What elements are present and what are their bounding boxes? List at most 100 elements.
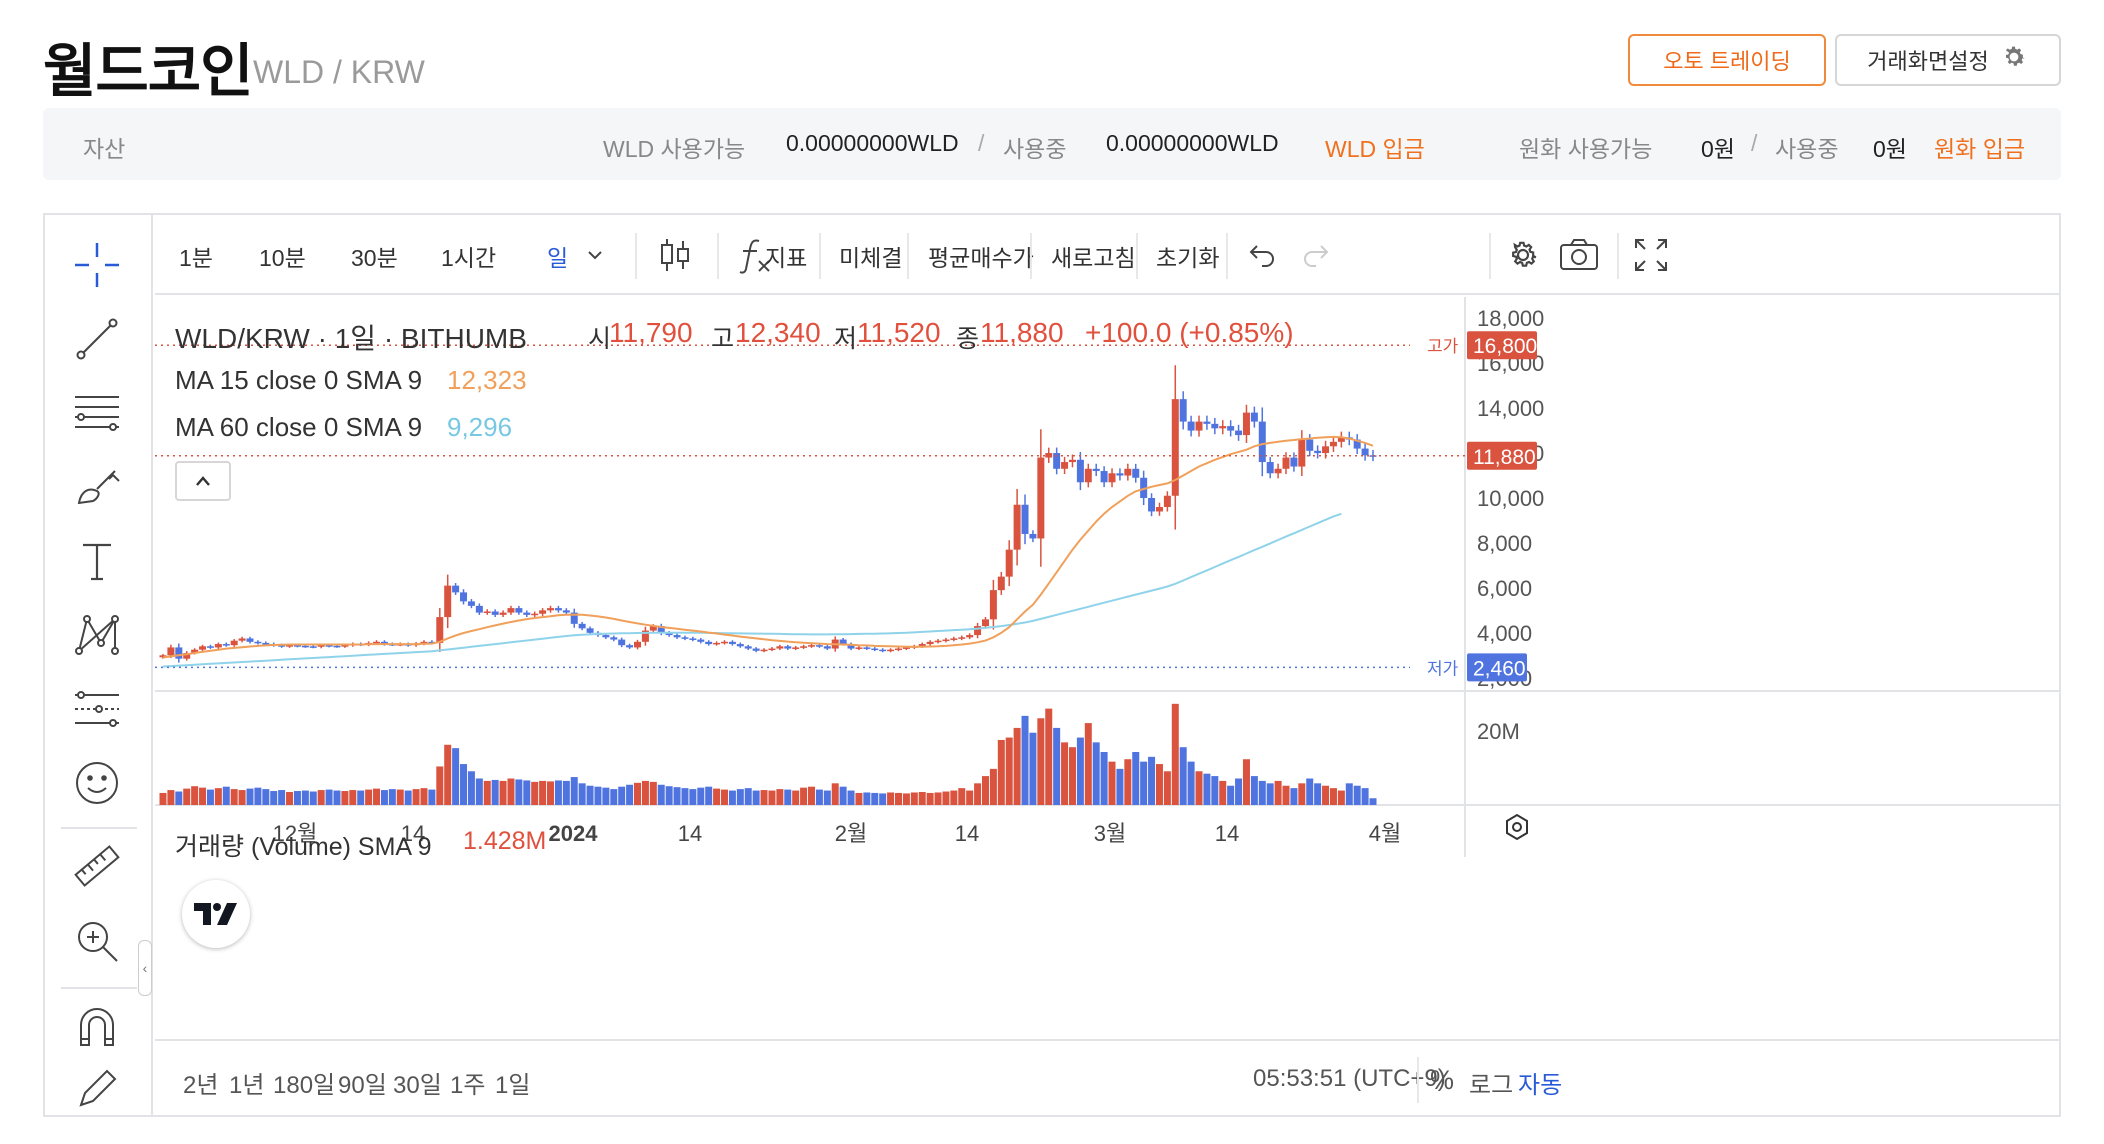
measure-tool[interactable] — [67, 837, 127, 897]
candle-body — [752, 648, 760, 651]
toolbar-collapse-toggle[interactable]: ‹ — [138, 940, 152, 996]
candle-body — [815, 645, 823, 647]
volume-bar — [1045, 708, 1053, 805]
candle-body — [475, 605, 483, 613]
price-chart[interactable]: 18,00016,00014,00012,00010,0008,0006,000… — [155, 297, 2061, 1037]
zoom-in-icon — [78, 922, 118, 962]
screen-settings-button[interactable]: 거래화면설정 — [1835, 34, 2061, 86]
magnet-tool[interactable] — [67, 997, 127, 1057]
legend-collapse-button[interactable] — [175, 461, 231, 501]
volume-bar — [1029, 732, 1037, 805]
candle-body — [175, 647, 183, 659]
volume-bar — [349, 790, 357, 805]
volume-bar — [894, 792, 902, 805]
volume-bar — [1061, 742, 1069, 805]
range-1w[interactable]: 1주 — [450, 1072, 486, 1099]
interval-30m[interactable]: 30분 — [351, 245, 398, 271]
volume-bar — [254, 787, 262, 805]
volume-bar — [966, 790, 974, 805]
volume-bar — [1337, 790, 1345, 805]
chart-area[interactable]: 18,00016,00014,00012,00010,0008,0006,000… — [155, 297, 2061, 1037]
candle-body — [341, 645, 349, 647]
zoom-tool[interactable] — [67, 911, 127, 971]
candle-body — [1116, 473, 1124, 476]
volume-bar — [1314, 783, 1322, 805]
volume-bar — [981, 776, 989, 805]
candle-body — [997, 576, 1005, 591]
candle-body — [578, 623, 586, 629]
crosshair-tool[interactable] — [67, 235, 127, 295]
candle-body — [1274, 468, 1282, 474]
auto-scale-button[interactable]: 자동 — [1518, 1072, 1563, 1099]
range-90d[interactable]: 90일 — [338, 1072, 387, 1099]
range-1y[interactable]: 1년 — [229, 1072, 265, 1099]
redo-button[interactable] — [1291, 229, 1343, 281]
fullscreen-button[interactable] — [1625, 229, 1677, 281]
interval-1h[interactable]: 1시간 — [441, 245, 497, 271]
candle-body — [649, 626, 657, 631]
brush-tool[interactable] — [67, 457, 127, 517]
auto-trading-button[interactable]: 오토 트레이딩 — [1628, 34, 1826, 86]
candle-body — [1124, 468, 1132, 476]
screen-settings-label: 거래화면설정 — [1867, 49, 1989, 74]
candle-body — [483, 611, 491, 613]
chevron-up-icon — [196, 476, 210, 486]
pending-orders-button[interactable]: 미체결 — [839, 245, 903, 271]
chart-type-button[interactable] — [649, 229, 701, 281]
range-30d[interactable]: 30일 — [393, 1072, 442, 1099]
pattern-tool[interactable] — [67, 605, 127, 665]
candle-body — [1108, 473, 1116, 483]
horizontal-lines-icon — [75, 396, 119, 431]
range-2y[interactable]: 2년 — [183, 1072, 219, 1099]
volume-bar — [1242, 759, 1250, 805]
tradingview-logo[interactable] — [182, 880, 250, 948]
refresh-button[interactable]: 새로고침 — [1051, 245, 1136, 271]
interval-10m[interactable]: 10분 — [259, 245, 306, 271]
volume-bar — [1116, 768, 1124, 805]
fib-tool[interactable] — [67, 383, 127, 443]
candle-body — [1306, 439, 1314, 451]
volume-bar — [1163, 771, 1171, 805]
low-price-badge-text: 2,460 — [1473, 657, 1526, 680]
percent-scale-button[interactable]: % — [1430, 1065, 1455, 1095]
avg-price-button[interactable]: 평균매수가 — [928, 245, 1034, 271]
candle-body — [689, 638, 697, 640]
undo-button[interactable] — [1235, 229, 1287, 281]
krw-deposit-link[interactable]: 원화 입금 — [1934, 136, 2026, 162]
text-tool[interactable] — [67, 531, 127, 591]
volume-bar — [483, 780, 491, 805]
screenshot-button[interactable] — [1553, 229, 1605, 281]
volume-bar — [475, 778, 483, 805]
range-1d[interactable]: 1일 — [495, 1072, 531, 1099]
icon-tool[interactable] — [67, 753, 127, 813]
volume-bar — [1076, 737, 1084, 805]
candle-body — [1068, 459, 1076, 463]
wld-deposit-link[interactable]: WLD 입금 — [1325, 136, 1425, 162]
interval-day[interactable]: 일 — [547, 245, 569, 271]
indicator-icon-button[interactable] — [729, 229, 781, 281]
header: 월드코인 WLD / KRW 오토 트레이딩 거래화면설정 — [43, 22, 2061, 105]
candle-body — [1155, 506, 1163, 512]
chart-settings-button[interactable] — [1497, 229, 1549, 281]
forecast-tool[interactable] — [67, 679, 127, 739]
volume-bar — [175, 791, 183, 805]
interval-dropdown[interactable] — [575, 229, 615, 281]
volume-bar — [1037, 718, 1045, 805]
reset-button[interactable]: 초기화 — [1156, 245, 1220, 271]
divider — [1136, 233, 1138, 279]
interval-1m[interactable]: 1분 — [179, 245, 213, 271]
candle-body — [641, 630, 649, 642]
candle-body — [705, 641, 713, 645]
indicator-button[interactable]: 지표 — [765, 245, 808, 271]
draw-mode-tool[interactable] — [67, 1065, 127, 1113]
candle-body — [792, 647, 800, 649]
candle-body — [1353, 439, 1361, 449]
trend-line-tool[interactable] — [67, 309, 127, 369]
price-tick-label: 14,000 — [1477, 396, 1544, 421]
log-scale-button[interactable]: 로그 — [1469, 1072, 1514, 1099]
candle-body — [380, 641, 388, 645]
time-tick-label: 14 — [678, 821, 702, 846]
range-180d[interactable]: 180일 — [273, 1072, 336, 1099]
volume-bar — [657, 784, 665, 805]
candle-body — [278, 645, 286, 647]
